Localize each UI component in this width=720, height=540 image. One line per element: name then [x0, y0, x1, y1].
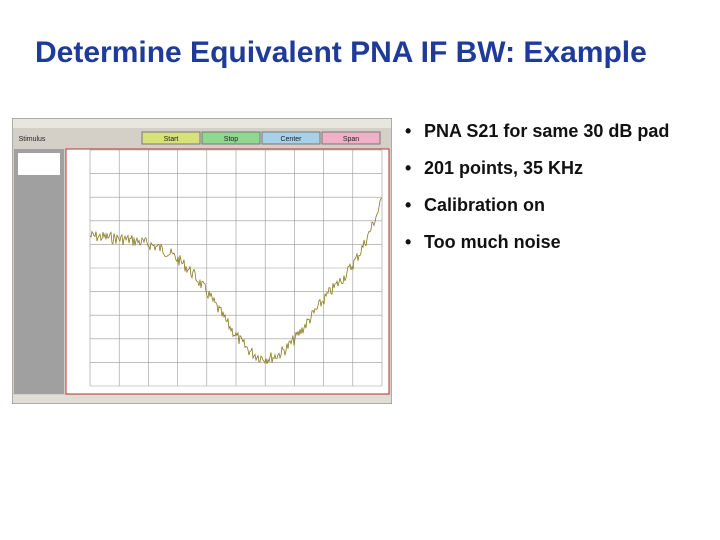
bullet-list: PNA S21 for same 30 dB pad 201 points, 35…	[405, 120, 705, 268]
button-label[interactable]: Stop	[224, 136, 239, 143]
button-label[interactable]: Start	[164, 136, 179, 143]
grid	[89, 149, 383, 387]
slide-title: Determine Equivalent PNA IF BW: Example	[35, 36, 647, 69]
stop-button[interactable]	[201, 131, 261, 145]
button-label[interactable]: Span	[343, 136, 359, 143]
menu-bar	[13, 119, 391, 128]
stimulus-label: Stimulus	[19, 136, 46, 143]
plot-window	[65, 148, 390, 395]
bullet: Calibration on	[405, 194, 705, 216]
status-bar	[13, 395, 391, 403]
bullet: Too much noise	[405, 231, 705, 253]
bullet: 201 points, 35 KHz	[405, 157, 705, 179]
trace	[89, 198, 382, 365]
center-button[interactable]	[261, 131, 321, 145]
side-panel	[14, 149, 64, 394]
button-label[interactable]: Center	[280, 136, 302, 143]
screenshot: Stimulus Start Stop Center Span	[12, 118, 392, 404]
start-button[interactable]	[141, 131, 201, 145]
span-button[interactable]	[321, 131, 381, 145]
trace-box	[18, 153, 60, 175]
bullet: PNA S21 for same 30 dB pad	[405, 120, 705, 142]
